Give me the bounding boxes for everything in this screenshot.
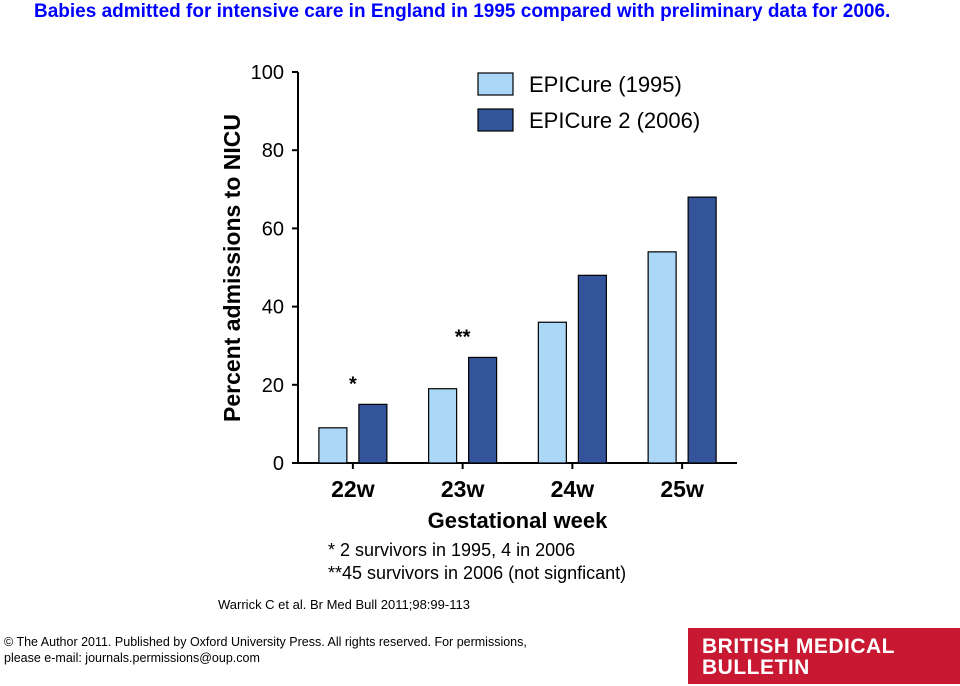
legend-swatch [477,108,514,132]
chart-footnote: * 2 survivors in 1995, 4 in 2006 [328,540,575,560]
bar-chart: 0 20 40 60 80 100 Percent admissions to NICU 22… [219,62,737,583]
y-tick-label: 60 [262,218,284,240]
journal-logo-line-2: BULLETIN [702,656,810,679]
copyright-line-2: please e-mail: journals.permissions@oup.… [4,651,260,665]
y-tick-label: 40 [262,297,284,319]
copyright-notice: © The Author 2011. Published by Oxford U… [4,634,664,666]
y-axis-title: Percent admissions to NICU [219,114,245,422]
y-tick-label: 20 [262,375,284,397]
significance-marker: ** [455,326,471,348]
bar-epicure2-2006 [358,403,388,464]
y-tick-label: 0 [273,453,284,475]
bar-epicure2-2006 [687,196,717,464]
citation: Warrick C et al. Br Med Bull 2011;98:99-… [218,597,470,612]
x-axis-title: Gestational week [428,508,609,533]
y-tick-label: 80 [262,140,284,162]
bar-epicure-1995 [428,388,458,464]
x-tick-label: 23w [441,476,485,502]
journal-logo-line-1: BRITISH MEDICAL [702,635,895,658]
y-tick-label: 100 [251,62,284,84]
journal-logo: BRITISH MEDICAL BULLETIN [688,628,960,684]
chart-footnote: **45 survivors in 2006 (not signficant) [328,563,626,583]
bar-epicure-1995 [537,321,567,464]
x-tick-label: 25w [660,476,704,502]
x-tick-label: 24w [551,476,595,502]
legend-label: EPICure 2 (2006) [529,108,700,133]
slide-title: Babies admitted for intensive care in En… [34,1,891,22]
bar-epicure-1995 [318,427,348,464]
significance-marker: * [349,373,357,395]
bar-epicure2-2006 [577,274,607,464]
bar-epicure-1995 [647,251,677,464]
copyright-line-1: © The Author 2011. Published by Oxford U… [4,635,527,649]
legend-label: EPICure (1995) [529,72,682,97]
bar-epicure2-2006 [468,356,498,464]
legend-swatch [477,72,514,96]
x-tick-label: 22w [331,476,375,502]
